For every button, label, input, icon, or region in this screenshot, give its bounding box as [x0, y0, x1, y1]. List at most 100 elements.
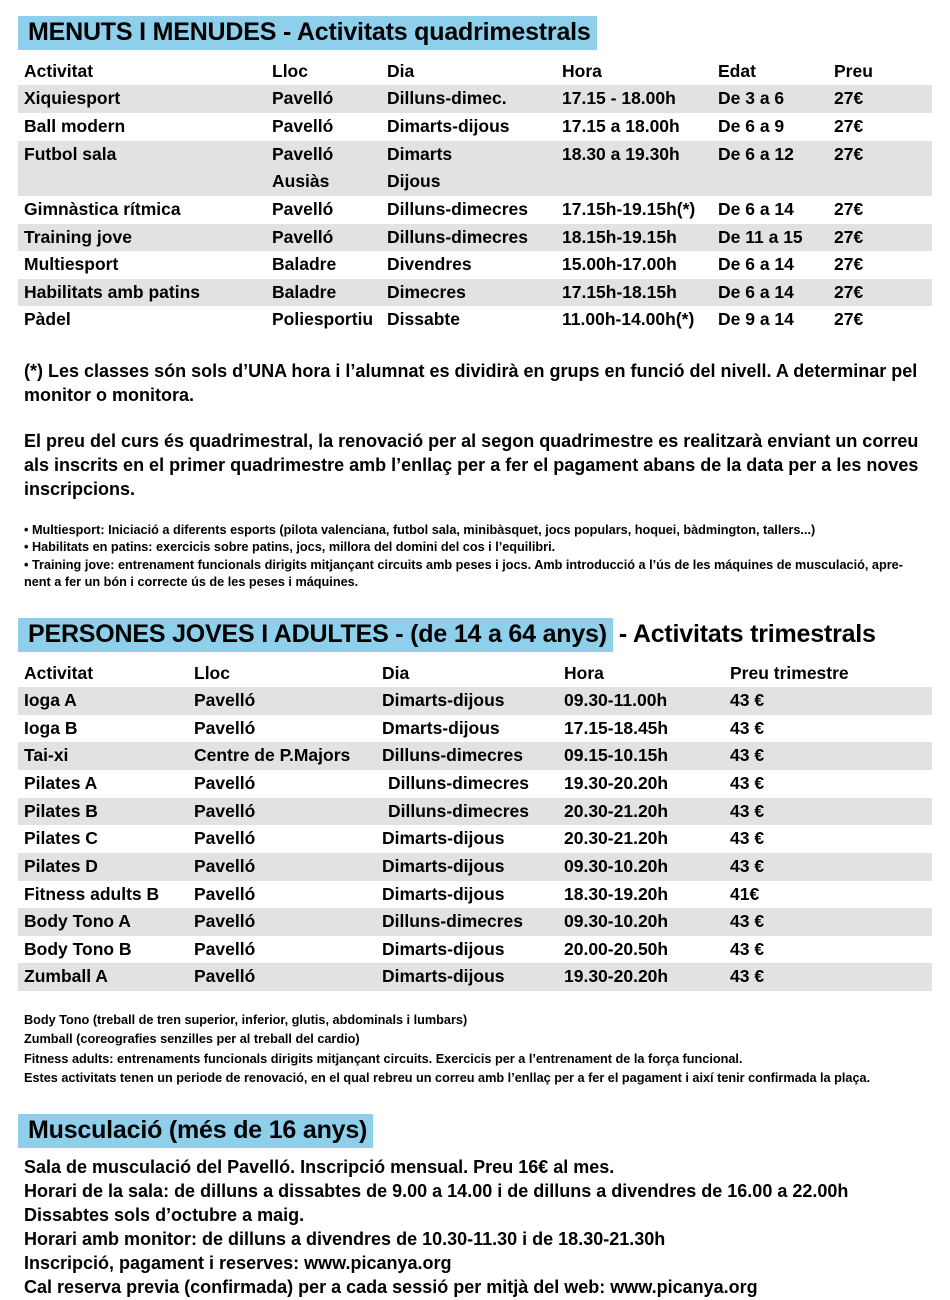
col-lloc: Lloc	[266, 57, 381, 86]
cell-edat: De 6 a 12	[712, 140, 828, 169]
cell-dia: Dilluns-dimecres	[376, 797, 558, 826]
musculacio-line-reservation: Cal reserva previa (confirmada) per a ca…	[24, 1276, 758, 1297]
table-row: Multiesport Baladre Divendres 15.00h-17.…	[18, 251, 932, 279]
table-header-row: Activitat Lloc Dia Hora Preu trimestre	[18, 659, 932, 688]
col-lloc: Lloc	[188, 659, 376, 688]
section-header-adults-title-highlight: PERSONES JOVES I ADULTES - (de 14 a 64 a…	[18, 617, 613, 652]
cell-preu: 43 €	[724, 825, 932, 853]
cell-activitat: Fitness adults B	[18, 880, 188, 909]
cell-preu: 43 €	[724, 770, 932, 798]
note-fitness-adults: Fitness adults: entrenaments funcionals …	[24, 1051, 743, 1066]
cell-lloc: Pavelló	[188, 825, 376, 853]
col-edat: Edat	[712, 57, 828, 86]
cell-activitat: Pilates B	[18, 797, 188, 826]
cell-hora: 09.15-10.15h	[558, 742, 724, 770]
activities-flyer-page: MENUTS I MENUDES - Activitats quadrimest…	[18, 16, 932, 1297]
cell-activitat: Habilitats amb patins	[18, 278, 266, 307]
cell-lloc: Pavelló	[266, 113, 381, 141]
cell-hora: 17.15h-19.15h(*)	[556, 195, 712, 224]
cell-dia: Dmarts-dijous	[376, 714, 558, 743]
cell-hora: 20.30-21.20h	[558, 797, 724, 826]
cell-hora: 20.00-20.50h	[558, 935, 724, 964]
cell-lloc: Pavelló	[266, 223, 381, 252]
cell-lloc: Baladre	[266, 251, 381, 279]
cell-lloc: Pavelló	[188, 908, 376, 936]
cell-preu: 43 €	[724, 797, 932, 826]
cell-activitat: Pilates A	[18, 770, 188, 798]
table-row: Pilates B Pavelló Dilluns-dimecres 20.30…	[18, 797, 932, 826]
adults-notes: Body Tono (treball de tren superior, inf…	[18, 1011, 929, 1088]
musculacio-line-monitor: Horari amb monitor: de dilluns a divendr…	[24, 1228, 666, 1249]
cell-activitat: Ball modern	[18, 113, 266, 141]
section-header-persones-joves-adultes: PERSONES JOVES I ADULTES - (de 14 a 64 a…	[18, 617, 932, 652]
col-hora: Hora	[558, 659, 724, 688]
cell-dia-second: Dijous	[381, 168, 556, 196]
cell-lloc: Pavelló	[188, 687, 376, 715]
table-row-continuation: Ausiàs Dijous	[18, 168, 932, 196]
table-row: Training jove Pavelló Dilluns-dimecres 1…	[18, 223, 932, 252]
cell-dia: Dimarts	[381, 140, 556, 169]
table-header-row: Activitat Lloc Dia Hora Edat Preu	[18, 57, 932, 86]
table-row: Zumball A Pavelló Dimarts-dijous 19.30-2…	[18, 963, 932, 991]
kids-bullets: • Multiesport: Iniciació a diferents esp…	[18, 522, 929, 592]
cell-lloc: Pavelló	[266, 140, 381, 169]
table-row: Xiquiesport Pavelló Dilluns-dimec. 17.15…	[18, 85, 932, 113]
col-activitat: Activitat	[18, 57, 266, 86]
cell-hora: 19.30-20.20h	[558, 963, 724, 991]
kids-note-asterisk: (*) Les classes són sols d’UNA hora i l’…	[24, 361, 918, 405]
note-zumball: Zumball (coreografies senzilles per al t…	[24, 1032, 360, 1047]
cell-lloc: Poliesportiu	[266, 306, 381, 334]
cell-dia: Dilluns-dimecres	[376, 770, 558, 798]
cell-activitat: Futbol sala	[18, 140, 266, 169]
cell-dia: Dissabte	[381, 306, 556, 334]
cell-preu: 27€	[828, 278, 932, 307]
musculacio-details: Sala de musculació del Pavelló. Inscripc…	[18, 1156, 934, 1300]
col-preu-trimestre: Preu trimestre	[724, 659, 932, 688]
cell-preu: 27€	[828, 251, 932, 279]
table-row: Pilates C Pavelló Dimarts-dijous 20.30-2…	[18, 825, 932, 853]
note-renovacio: Estes activitats tenen un periode de ren…	[24, 1070, 871, 1085]
table-row: Pilates D Pavelló Dimarts-dijous 09.30-1…	[18, 852, 932, 881]
cell-activitat: Ioga A	[18, 687, 188, 715]
cell-activitat: Multiesport	[18, 251, 266, 279]
bullet-multiesport: • Multiesport: Iniciació a diferents esp…	[24, 522, 816, 537]
col-dia: Dia	[381, 57, 556, 86]
bullet-habilitats: • Habilitats en patins: exercicis sobre …	[24, 540, 556, 555]
cell-activitat: Ioga B	[18, 714, 188, 743]
table-row: Futbol sala Pavelló Dimarts 18.30 a 19.3…	[18, 140, 932, 169]
table-row: Habilitats amb patins Baladre Dimecres 1…	[18, 278, 932, 307]
cell-dia: Dimarts-dijous	[376, 852, 558, 881]
table-row: Body Tono A Pavelló Dilluns-dimecres 09.…	[18, 908, 932, 936]
cell-lloc: Pavelló	[188, 714, 376, 743]
section-header-musculacio: Musculació (més de 16 anys)	[18, 1114, 932, 1148]
cell-edat: De 9 a 14	[712, 306, 828, 334]
cell-dia: Dimarts-dijous	[376, 935, 558, 964]
table-row: Ioga B Pavelló Dmarts-dijous 17.15-18.45…	[18, 714, 932, 743]
cell-edat-empty	[712, 168, 828, 196]
cell-preu: 27€	[828, 306, 932, 334]
cell-preu: 43 €	[724, 714, 932, 743]
cell-preu: 43 €	[724, 935, 932, 964]
cell-edat: De 11 a 15	[712, 223, 828, 252]
table-row: Body Tono B Pavelló Dimarts-dijous 20.00…	[18, 935, 932, 964]
cell-hora: 18.30-19.20h	[558, 880, 724, 909]
cell-hora: 11.00h-14.00h(*)	[556, 306, 712, 334]
cell-activitat: Xiquiesport	[18, 85, 266, 113]
cell-lloc-second: Ausiàs	[266, 168, 381, 196]
cell-hora: 09.30-11.00h	[558, 687, 724, 715]
cell-preu: 27€	[828, 140, 932, 169]
cell-hora: 17.15 a 18.00h	[556, 113, 712, 141]
cell-activitat: Zumball A	[18, 963, 188, 991]
cell-lloc: Pavelló	[188, 935, 376, 964]
cell-activitat: Body Tono B	[18, 935, 188, 964]
cell-lloc: Baladre	[266, 278, 381, 307]
table-row: Pàdel Poliesportiu Dissabte 11.00h-14.00…	[18, 306, 932, 334]
table-row: Gimnàstica rítmica Pavelló Dilluns-dimec…	[18, 195, 932, 224]
musculacio-line-hours: Horari de la sala: de dilluns a dissabte…	[24, 1180, 849, 1201]
cell-lloc: Pavelló	[266, 85, 381, 113]
cell-activitat: Tai-xi	[18, 742, 188, 770]
cell-activitat: Body Tono A	[18, 908, 188, 936]
cell-hora: 18.15h-19.15h	[556, 223, 712, 252]
cell-lloc: Pavelló	[188, 797, 376, 826]
col-activitat: Activitat	[18, 659, 188, 688]
